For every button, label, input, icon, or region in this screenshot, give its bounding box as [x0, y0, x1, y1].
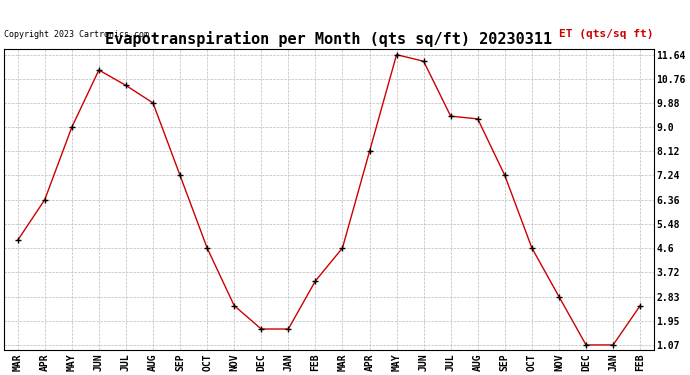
Text: Copyright 2023 Cartronics.com: Copyright 2023 Cartronics.com: [4, 30, 149, 39]
Title: Evapotranspiration per Month (qts sq/ft) 20230311: Evapotranspiration per Month (qts sq/ft)…: [106, 31, 553, 46]
Text: ET (qts/sq ft): ET (qts/sq ft): [559, 28, 653, 39]
